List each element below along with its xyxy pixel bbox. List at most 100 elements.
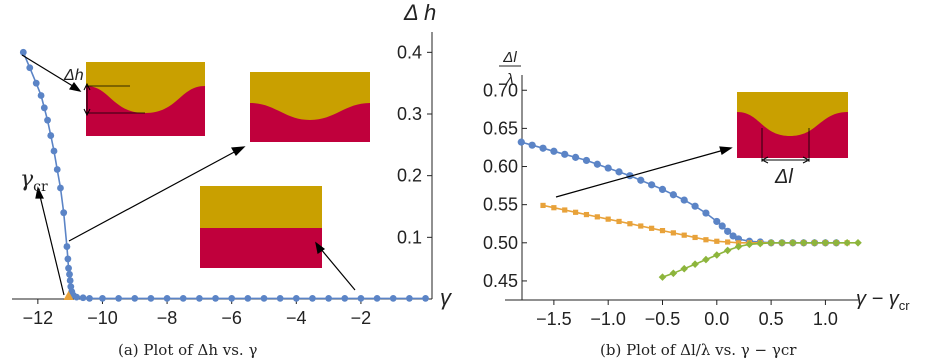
panel-a-data-point	[53, 166, 61, 173]
panel-b-data-point-orange	[627, 221, 633, 227]
panel-a-data-point	[57, 184, 64, 192]
panel-a-data-point	[276, 294, 284, 302]
panel-a-data-point	[65, 264, 72, 272]
panel-b-x-tick-label: 1.0	[813, 309, 838, 329]
panel-b-plot-area: −1.5 −1.0 −0.5 0.0 0.5 1.0 0.45 0.50 0.55 0.60 0.6…	[483, 49, 910, 329]
panel-a-data-point	[19, 48, 27, 56]
panel-a-data-point	[37, 92, 45, 99]
panel-b-data-point-orange	[703, 237, 709, 243]
panel-b-y-axis-label-numerator: Δl	[502, 49, 517, 66]
panel-a-inset-deep-wave: Δh	[63, 62, 205, 136]
panel-b-y-tick-label: 0.55	[483, 195, 518, 215]
panel-b-x-axis-label: γ − γcr	[856, 288, 910, 313]
panel-b-data-point-blue	[713, 217, 721, 226]
panel-b-data-point-blue	[528, 141, 536, 149]
panel-b-x-tick-label: 0.0	[704, 309, 729, 329]
panel-b-data-point-green	[832, 238, 841, 247]
panel-b-data-point-blue	[729, 232, 737, 240]
panel-b-data-point-green	[756, 239, 765, 248]
panel-b-data-point-green	[669, 269, 678, 278]
panel-b-data-point-orange	[649, 225, 655, 231]
panel-b-data-point-blue	[637, 176, 645, 184]
panel-b-data-point-blue	[718, 222, 726, 230]
panel-b-data-point-orange	[659, 227, 666, 234]
panel-a-data-point	[228, 294, 236, 302]
panel-b-data-point-orange	[692, 234, 698, 241]
panel-b-y-tick-label: 0.65	[483, 118, 518, 138]
panel-a-data-point	[26, 64, 34, 72]
panel-b-data-point-green	[810, 238, 819, 247]
panel-a-data-point	[99, 294, 106, 302]
panel-a-inset-delta-h-label: Δh	[63, 67, 84, 84]
panel-b-data-point-green	[723, 246, 732, 255]
panel-a-data-point	[357, 294, 365, 302]
panel-a-data-point	[405, 294, 413, 302]
panel-b-data-point-blue	[626, 172, 634, 180]
panel-a-data-point	[79, 294, 87, 302]
panel-b-y-tick-label: 0.70	[483, 80, 518, 100]
panel-b-data-point-green	[767, 238, 775, 247]
panel-a-data-point	[66, 270, 73, 278]
panel-a-data-point	[47, 132, 55, 139]
panel-b-data-point-orange	[681, 232, 687, 238]
panel-a-data-point	[86, 294, 93, 302]
panel-b-data-point-blue	[550, 147, 558, 155]
panel-b-data-point-green	[658, 273, 667, 281]
panel-b-data-point-blue	[604, 164, 612, 172]
panel-b-caption: (b) Plot of Δl/λ vs. γ − γcr	[600, 341, 797, 359]
panel-a-critical-gamma-label: γcr	[20, 167, 48, 195]
panel-a-y-tick-label: 0.4	[397, 42, 422, 62]
panel-b: −1.5 −1.0 −0.5 0.0 0.5 1.0 0.45 0.50 0.55 0.60 0.6…	[483, 49, 910, 359]
panel-a-data-point	[60, 209, 68, 217]
panel-a-data-point	[195, 294, 203, 302]
panel-b-y-axis-label-denominator: λ	[505, 71, 513, 88]
panel-b-data-point-green	[778, 238, 786, 247]
panel-b-data-point-orange	[594, 214, 600, 220]
panel-b-data-point-blue	[658, 185, 667, 194]
panel-b-data-point-orange	[616, 218, 622, 225]
panel-a-inset-flat-interface	[200, 186, 322, 268]
panel-a-y-axis-label: Δ h	[403, 0, 436, 25]
panel-a-data-point	[373, 294, 381, 302]
panel-b-data-point-orange	[714, 238, 720, 244]
panel-a-x-tick-label: −10	[87, 308, 118, 328]
panel-b-data-point-green	[734, 242, 743, 251]
panel-b-data-point-orange	[583, 211, 590, 218]
panel-b-data-point-green	[789, 238, 797, 247]
panel-b-data-point-green	[799, 238, 808, 247]
panel-b-x-tick-label: 0.5	[759, 309, 784, 329]
panel-b-data-point-blue	[572, 153, 580, 161]
panel-b-data-point-orange	[735, 240, 742, 246]
panel-a-data-point	[63, 243, 71, 250]
panel-a-data-point	[64, 255, 72, 263]
panel-b-data-point-orange	[725, 239, 731, 245]
panel-a-data-point	[389, 294, 397, 302]
panel-a-data-point	[66, 277, 74, 284]
panel-b-y-tick-label: 0.50	[483, 233, 518, 253]
panel-b-data-point-blue	[517, 138, 525, 146]
panel-a-y-tick-label: 0.3	[397, 104, 422, 124]
panel-a-data-point	[73, 293, 81, 301]
panel-b-data-point-orange	[573, 209, 579, 215]
panel-b-data-point-orange	[670, 230, 676, 236]
panel-b-data-point-blue	[691, 202, 699, 210]
panel-a-caption: (a) Plot of Δh vs. γ	[118, 341, 257, 359]
panel-b-data-point-orange	[638, 223, 644, 229]
panel-b-data-point-blue	[539, 144, 547, 152]
panel-a-data-point	[212, 294, 219, 302]
panel-b-x-tick-label: −0.5	[645, 309, 681, 329]
panel-b-arrows	[555, 146, 733, 198]
panel-b-data-point-orange	[551, 205, 557, 211]
panel-b-y-tick-label: 0.45	[483, 271, 518, 291]
panel-b-data-point-green	[745, 240, 754, 249]
panel-b-data-point-blue	[669, 191, 677, 199]
panel-a-data-point	[244, 294, 252, 302]
panel-b-data-point-blue	[724, 227, 732, 235]
panel-b-data-point-green	[713, 251, 721, 259]
panel-a-x-tick-label: −6	[221, 308, 242, 328]
panel-a-x-tick-label: −4	[286, 308, 307, 328]
panel-a-data-point	[147, 294, 155, 302]
panel-b-data-point-blue	[648, 181, 656, 189]
panel-a-data-point	[131, 294, 139, 302]
